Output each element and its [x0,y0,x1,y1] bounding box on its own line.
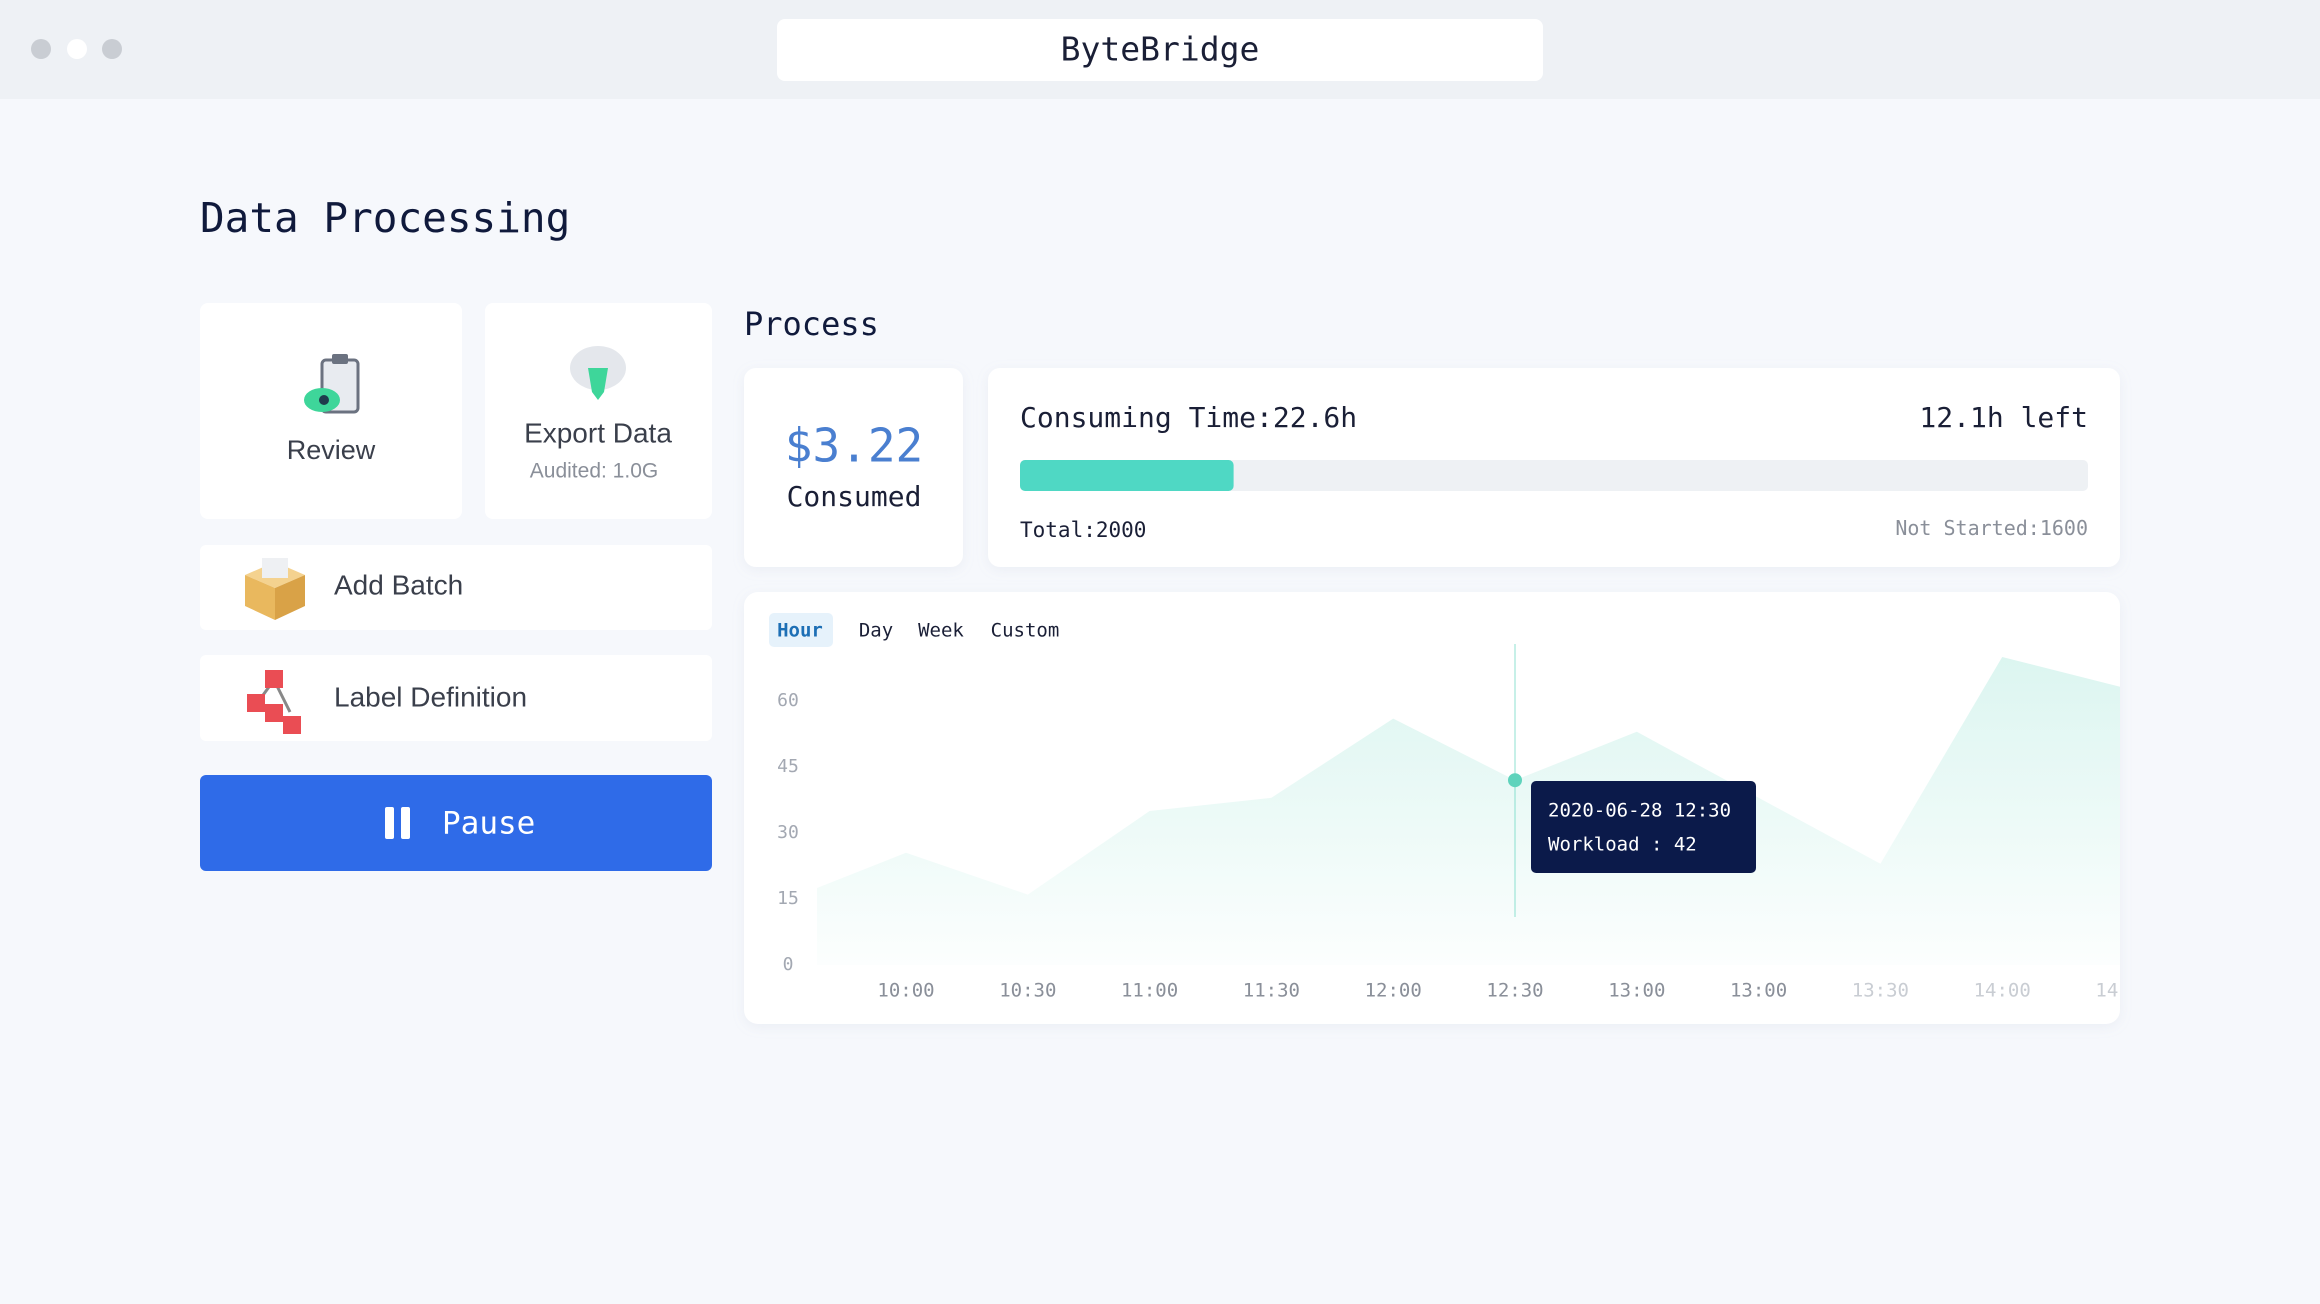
tab[interactable]: Custom [991,620,1060,642]
y-tick-label: 60 [777,690,799,711]
tab[interactable]: Week [918,620,964,642]
add-batch-label: Add Batch [334,569,463,600]
not-started: Not Started:1600 [1895,516,2088,540]
x-tick-label: 10:30 [999,980,1056,1002]
export-icon [570,346,626,400]
review-icon [304,354,360,414]
y-tick-label: 0 [783,954,794,975]
total: Total:2000 [1020,518,1146,542]
export-card[interactable] [485,303,712,519]
cost-value: $3.22 [785,419,923,473]
tab-active-bg [769,613,833,647]
label-definition-row[interactable] [200,655,712,741]
export-label: Export Data [524,417,672,448]
x-tick-label: 14:30 [2095,980,2152,1002]
x-tick-label: 13:30 [1852,980,1909,1002]
total-label: Total: [1020,518,1096,542]
x-tick-label: 13:00 [1608,980,1665,1002]
x-tick-label: 10:00 [877,980,934,1002]
pause-icon [401,807,410,839]
x-tick-label: 12:30 [1486,980,1543,1002]
address-bar[interactable] [777,19,1543,81]
export-subtitle: Audited: 1.0G [530,460,658,483]
pause-button[interactable] [200,775,712,871]
cost-label: Consumed [787,480,922,513]
time-left: 12.1h left [1919,401,2088,434]
hover-point [1508,773,1522,788]
y-tick-label: 45 [777,756,799,777]
x-tick-label: 11:00 [1121,980,1178,1002]
nodes-icon [247,670,301,734]
tab[interactable]: Day [859,620,893,642]
box-icon [245,558,305,620]
not-started-label: Not Started: [1895,516,2040,540]
x-tick-label: 13:00 [1730,980,1787,1002]
y-tick-label: 30 [777,822,799,843]
tooltip [1531,781,1756,873]
window-dot[interactable] [102,39,122,59]
pause-icon [385,807,394,839]
progress-track [1020,460,2088,491]
chart: Hour Day Week Custom 0 15 30 45 60 10:00 10:30 11:0… [769,613,2152,1002]
progress-fill [1020,460,1234,491]
cost-card [744,368,963,567]
consuming-time: Consuming Time:22.6h [1020,401,1357,434]
x-tick-label: 14:00 [1974,980,2031,1002]
url: ByteBridge [1061,30,1260,69]
total-value: 2000 [1096,518,1147,542]
tab[interactable]: Hour [777,620,823,642]
x-tick-label: 12:00 [1365,980,1422,1002]
area [817,657,2120,965]
window-dot[interactable] [31,39,51,59]
window-dot[interactable] [67,39,87,59]
y-tick-label: 15 [777,888,799,909]
tooltip-text: Workload : 42 [1548,834,1697,856]
pause-label: Pause [442,806,535,842]
x-tick-label: 11:30 [1243,980,1300,1002]
not-started-value: 1600 [2040,516,2088,540]
tooltip-title: 2020-06-28 12:30 [1548,800,1731,822]
label-definition-label: Label Definition [334,681,527,712]
process-heading: Process [744,305,879,343]
add-batch-row[interactable] [200,545,712,630]
review-label: Review [287,435,376,465]
page-title: Data Processing [200,194,570,242]
